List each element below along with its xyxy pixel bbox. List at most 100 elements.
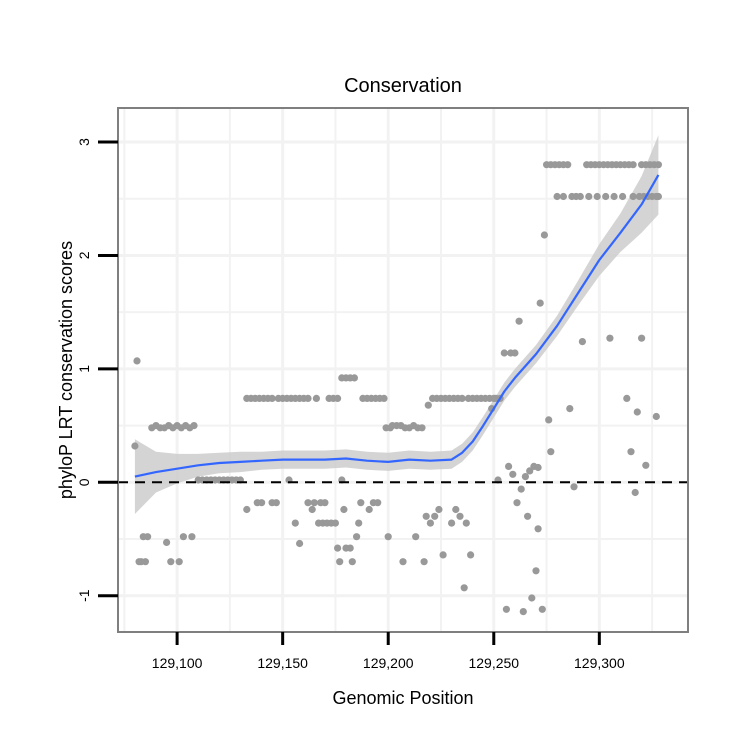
data-point — [384, 533, 392, 541]
data-point — [365, 505, 373, 514]
data-point — [321, 499, 329, 507]
data-point — [353, 533, 361, 541]
data-point — [538, 605, 546, 613]
data-point — [336, 558, 344, 566]
confidence-band-layer — [134, 135, 659, 514]
y-tick-label: 3 — [76, 138, 92, 146]
data-point — [456, 512, 464, 520]
data-point — [631, 488, 639, 497]
data-point — [654, 192, 663, 201]
data-point — [399, 558, 407, 566]
data-point — [331, 519, 339, 527]
data-point — [566, 405, 574, 413]
data-point — [258, 499, 266, 507]
data-point — [355, 519, 363, 527]
data-point — [452, 505, 460, 514]
data-point — [509, 470, 517, 478]
data-point — [519, 608, 527, 616]
data-point — [521, 473, 530, 481]
y-axis-label: phyloP LRT conservation scores — [56, 241, 76, 499]
data-point — [188, 533, 196, 541]
data-point — [334, 394, 342, 402]
data-point — [500, 349, 508, 357]
x-tick-label: 129,200 — [363, 655, 414, 671]
chart-title: Conservation — [344, 75, 462, 97]
data-point — [426, 519, 434, 527]
data-point — [268, 394, 276, 402]
y-tick-label: -1 — [76, 589, 92, 602]
data-point — [638, 334, 646, 342]
data-point — [412, 533, 420, 541]
data-point — [190, 422, 198, 430]
data-point — [346, 544, 354, 552]
data-point — [629, 161, 637, 169]
y-tick-label: 2 — [76, 251, 92, 259]
data-point — [654, 161, 663, 169]
data-point — [312, 394, 320, 402]
data-point — [585, 192, 593, 201]
data-point — [334, 544, 342, 552]
data-point — [532, 567, 540, 575]
data-point — [272, 499, 280, 507]
data-point — [578, 338, 587, 346]
data-point — [545, 416, 553, 424]
data-point — [528, 594, 536, 602]
data-point — [304, 394, 312, 402]
smooth-line — [134, 174, 660, 478]
points-layer — [131, 161, 663, 616]
confidence-band — [134, 135, 659, 514]
data-point — [553, 192, 561, 201]
data-point — [163, 538, 171, 547]
data-point — [460, 584, 468, 592]
data-point — [502, 605, 510, 613]
x-tick-label: 129,150 — [257, 655, 308, 671]
data-point — [505, 462, 513, 470]
data-point — [576, 192, 584, 201]
data-point — [310, 499, 318, 507]
x-tick-label: 129,250 — [468, 655, 519, 671]
data-point — [179, 533, 187, 541]
data-point — [133, 357, 141, 365]
data-point — [536, 299, 544, 307]
data-point — [534, 463, 542, 472]
data-point — [144, 533, 152, 541]
y-tick-label: 1 — [76, 365, 92, 373]
data-point — [175, 558, 183, 566]
data-point — [431, 512, 439, 520]
data-point — [291, 519, 299, 527]
data-point — [517, 485, 525, 493]
data-point — [513, 499, 521, 507]
data-point — [610, 192, 618, 201]
x-tick-label: 129,300 — [574, 655, 625, 671]
data-point — [141, 558, 149, 566]
data-point — [515, 317, 523, 325]
data-point — [467, 551, 475, 559]
y-tick-label: 0 — [76, 478, 92, 486]
x-axis-label: Genomic Position — [332, 688, 473, 708]
data-point — [606, 334, 614, 342]
data-point — [633, 408, 641, 416]
data-point — [424, 401, 432, 409]
data-point — [340, 505, 348, 514]
data-point — [380, 394, 388, 402]
data-point — [511, 349, 519, 357]
data-point — [420, 558, 428, 566]
data-point — [448, 519, 456, 527]
data-point — [308, 505, 316, 514]
data-point — [652, 412, 660, 421]
data-point — [167, 558, 175, 566]
data-point — [627, 448, 635, 456]
data-point — [435, 505, 443, 514]
data-point — [559, 192, 568, 201]
data-point — [296, 539, 304, 548]
data-point — [534, 525, 542, 533]
data-point — [526, 467, 534, 475]
data-point — [439, 551, 447, 559]
data-point — [350, 374, 358, 382]
data-point — [462, 519, 470, 527]
data-point — [619, 192, 627, 201]
smooth-line-layer — [134, 174, 660, 478]
data-point — [524, 512, 532, 520]
data-point — [304, 499, 312, 507]
